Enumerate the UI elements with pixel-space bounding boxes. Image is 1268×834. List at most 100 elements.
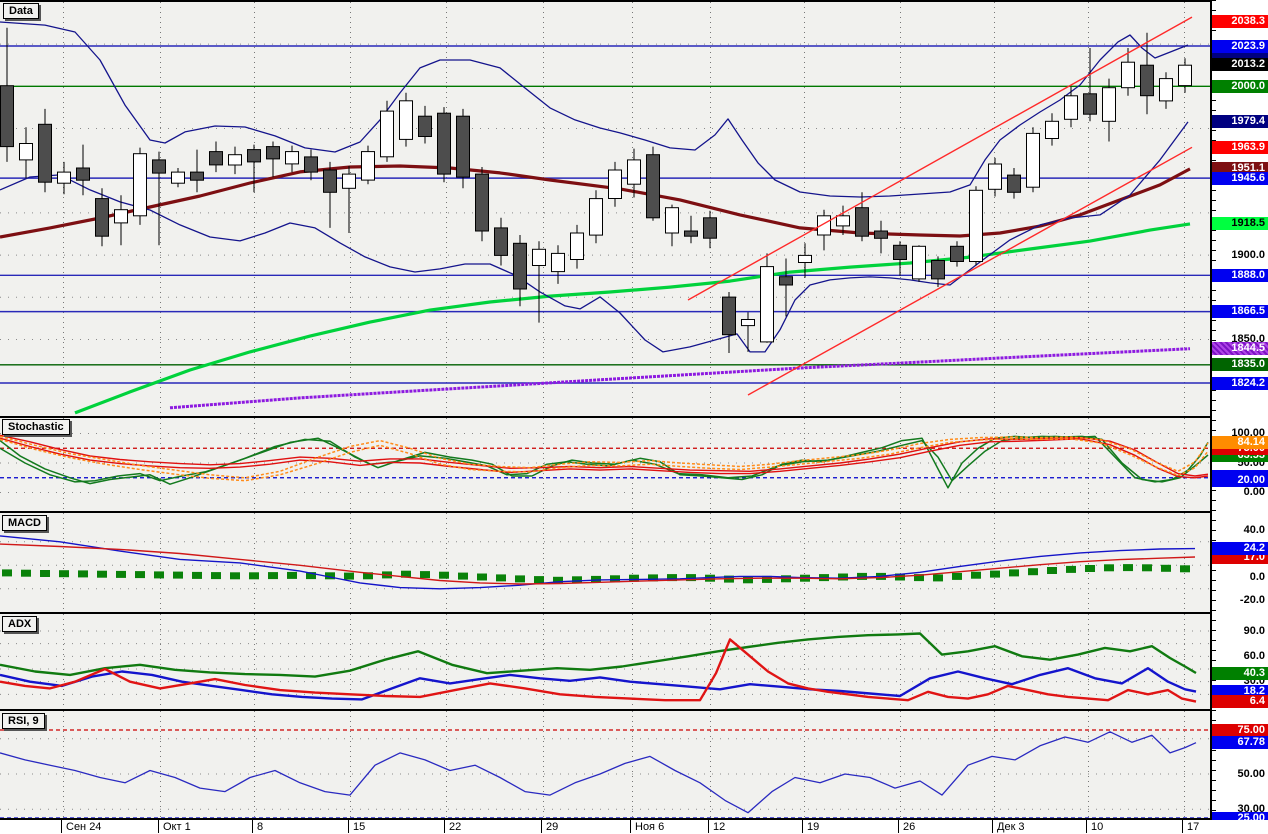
trendline-steep[interactable] <box>687 16 1193 301</box>
stochastic-panel[interactable] <box>0 418 1210 511</box>
candle-down[interactable] <box>950 245 964 263</box>
candle-up[interactable] <box>798 254 812 263</box>
candle-up[interactable] <box>836 215 850 227</box>
candle-down[interactable] <box>703 217 717 239</box>
candle-up[interactable] <box>760 266 774 343</box>
candle-up[interactable] <box>817 215 831 236</box>
candle-up[interactable] <box>1045 120 1059 140</box>
bollinger-upper[interactable] <box>0 21 1189 198</box>
panel-title-stochastic[interactable]: Stochastic <box>2 419 70 435</box>
candle-down[interactable] <box>304 156 318 173</box>
rsi-line[interactable] <box>0 731 1197 814</box>
candle-up[interactable] <box>551 252 565 273</box>
stoch-red-k[interactable] <box>0 434 1209 477</box>
candle-down[interactable] <box>152 159 166 174</box>
macd-line[interactable] <box>0 535 1196 590</box>
candle-up[interactable] <box>570 232 584 260</box>
candle-up[interactable] <box>589 198 603 236</box>
adx-line[interactable] <box>0 632 1197 678</box>
candle-up[interactable] <box>627 159 641 185</box>
candle-up[interactable] <box>57 171 71 184</box>
candle-up[interactable] <box>532 248 546 267</box>
candle-down[interactable] <box>1083 93 1097 115</box>
candle-up[interactable] <box>133 153 147 217</box>
candle-up[interactable] <box>1026 132 1040 188</box>
stoch-orange-d[interactable] <box>0 438 1209 482</box>
candle-down[interactable] <box>494 227 508 256</box>
stoch-red-d[interactable] <box>0 437 1209 479</box>
candle-down[interactable] <box>855 207 869 237</box>
panel-separator[interactable] <box>0 612 1268 614</box>
trendline-channel[interactable] <box>747 146 1193 396</box>
candle-down[interactable] <box>247 149 261 163</box>
candle-down[interactable] <box>874 230 888 239</box>
candle-up[interactable] <box>1121 61 1135 89</box>
panel-title-rsi[interactable]: RSI, 9 <box>2 713 45 729</box>
candle-down[interactable] <box>323 169 337 193</box>
time-axis[interactable]: Сен 24 Окт 1 8 15 22 29 Ноя 6 12 19 26 Дек 3 10 17 <box>0 820 1268 834</box>
candle-up[interactable] <box>19 143 33 161</box>
candle-up[interactable] <box>1159 78 1173 102</box>
candle-up[interactable] <box>912 245 926 280</box>
candle-down[interactable] <box>931 260 945 280</box>
macd-histogram-bar <box>287 571 297 579</box>
candle-down[interactable] <box>722 296 736 336</box>
macd-histogram-bar <box>192 571 202 579</box>
candle-up[interactable] <box>380 110 394 158</box>
candle-up[interactable] <box>608 169 622 199</box>
time-axis-tick <box>444 820 445 833</box>
panel-separator[interactable] <box>0 709 1268 711</box>
candle-down[interactable] <box>76 167 90 181</box>
candle-down[interactable] <box>513 242 527 290</box>
candle-down[interactable] <box>893 244 907 261</box>
candle-up[interactable] <box>342 173 356 189</box>
candle-up[interactable] <box>969 189 983 262</box>
candle-down[interactable] <box>209 151 223 166</box>
panel-title-macd[interactable]: MACD <box>2 515 47 531</box>
candle-up[interactable] <box>114 209 128 224</box>
ma-purple[interactable] <box>169 347 1191 410</box>
panel-title-adx[interactable]: ADX <box>2 616 38 632</box>
main-panel[interactable] <box>0 2 1210 416</box>
candle-up[interactable] <box>285 151 299 165</box>
candle-down[interactable] <box>1007 174 1021 193</box>
candle-up[interactable] <box>1064 95 1078 120</box>
candle-down[interactable] <box>684 230 698 237</box>
candle-up[interactable] <box>1102 87 1116 122</box>
adx-panel[interactable] <box>0 614 1210 709</box>
price-chart-plot-area[interactable] <box>0 0 1210 820</box>
candle-down[interactable] <box>95 198 109 237</box>
candle-down[interactable] <box>1140 64 1154 97</box>
panel-separator[interactable] <box>0 416 1268 418</box>
candle-down[interactable] <box>437 112 451 175</box>
panel-title-data[interactable]: Data <box>3 3 39 19</box>
candle-down[interactable] <box>418 115 432 137</box>
panel-separator[interactable] <box>0 511 1268 513</box>
candle-up[interactable] <box>741 319 755 327</box>
candle-up[interactable] <box>665 207 679 234</box>
stoch-orange-k[interactable] <box>0 435 1209 479</box>
candle-down[interactable] <box>646 154 660 219</box>
candle-up[interactable] <box>399 100 413 140</box>
minus-di-line[interactable] <box>0 638 1197 703</box>
ma-green[interactable] <box>74 222 1191 415</box>
candle-down[interactable] <box>0 85 14 148</box>
candle-up[interactable] <box>171 171 185 184</box>
candle-up[interactable] <box>988 163 1002 190</box>
candle-up[interactable] <box>361 151 375 181</box>
trendline-value-chip: 2038.3 <box>1212 15 1268 29</box>
price-scale[interactable]: 1900.0 1850.0 2038.3 2023.9 2013.2 2000.0 1979… <box>1212 0 1268 825</box>
candle-down[interactable] <box>190 171 204 181</box>
candle-down[interactable] <box>779 276 793 286</box>
macd-signal[interactable] <box>0 543 1196 585</box>
rsi-panel[interactable] <box>0 711 1210 818</box>
candle-down[interactable] <box>266 146 280 160</box>
stoch-green-d[interactable] <box>0 435 1209 483</box>
candle-down[interactable] <box>38 123 52 183</box>
candle-up[interactable] <box>1178 64 1192 87</box>
macd-panel[interactable] <box>0 513 1210 612</box>
candle-down[interactable] <box>456 115 470 178</box>
plus-di-line[interactable] <box>0 667 1197 701</box>
candle-up[interactable] <box>228 154 242 166</box>
candle-down[interactable] <box>475 173 489 232</box>
